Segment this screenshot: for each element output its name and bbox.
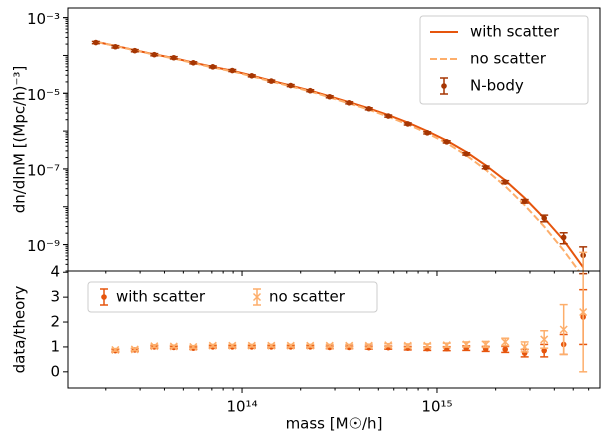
y-axis-label: data/theory xyxy=(11,286,29,374)
marker xyxy=(442,341,451,350)
legend-label: with scatter xyxy=(116,288,206,306)
marker xyxy=(208,341,217,350)
marker xyxy=(403,341,412,350)
y-tick-label: 3 xyxy=(50,288,60,306)
marker xyxy=(247,341,256,350)
legend-swatch xyxy=(252,292,262,302)
marker xyxy=(267,341,276,350)
marker xyxy=(559,325,568,334)
legend-label: no scatter xyxy=(470,50,547,68)
y-tick-label: 10⁻³ xyxy=(27,10,60,28)
marker xyxy=(423,341,432,350)
y-tick-label: 1 xyxy=(50,337,60,355)
marker xyxy=(541,347,547,354)
legend-box xyxy=(419,15,589,105)
marker xyxy=(520,342,529,351)
marker xyxy=(502,346,509,353)
marker xyxy=(462,340,471,349)
legend-swatch xyxy=(101,294,107,300)
marker xyxy=(189,342,198,351)
marker xyxy=(481,340,490,349)
legend-box xyxy=(87,281,378,313)
marker xyxy=(150,342,159,351)
legend-swatch xyxy=(441,83,447,89)
y-tick-label: 2 xyxy=(50,313,60,331)
marker xyxy=(501,337,510,346)
marker xyxy=(111,345,120,354)
axes-frame xyxy=(67,270,601,389)
x-axis-label: mass [M☉/h] xyxy=(286,415,383,433)
marker xyxy=(579,308,588,317)
y-tick-label: 0 xyxy=(50,362,60,380)
marker xyxy=(540,335,549,344)
y-tick-label: 10⁻⁵ xyxy=(27,86,60,104)
y-axis-label: dn/dlnM [(Mpc/h)⁻³] xyxy=(11,66,29,214)
marker xyxy=(345,341,354,350)
y-tick-label: 4 xyxy=(50,263,60,281)
y-tick-label: 10⁻⁹ xyxy=(27,237,60,255)
legend-label: no scatter xyxy=(269,288,346,306)
legend-label: with scatter xyxy=(470,23,560,41)
marker xyxy=(130,345,139,354)
x-tick-label: 10¹⁵ xyxy=(421,398,452,416)
legend-label: N-body xyxy=(470,77,524,95)
x-tick-label: 10¹⁴ xyxy=(226,398,257,416)
marker xyxy=(384,341,393,350)
marker xyxy=(169,342,178,351)
y-tick-label: 10⁻⁷ xyxy=(27,161,60,179)
marker xyxy=(325,341,334,350)
marker xyxy=(364,341,373,350)
marker xyxy=(286,341,295,350)
marker xyxy=(228,341,237,350)
marker xyxy=(306,341,315,350)
